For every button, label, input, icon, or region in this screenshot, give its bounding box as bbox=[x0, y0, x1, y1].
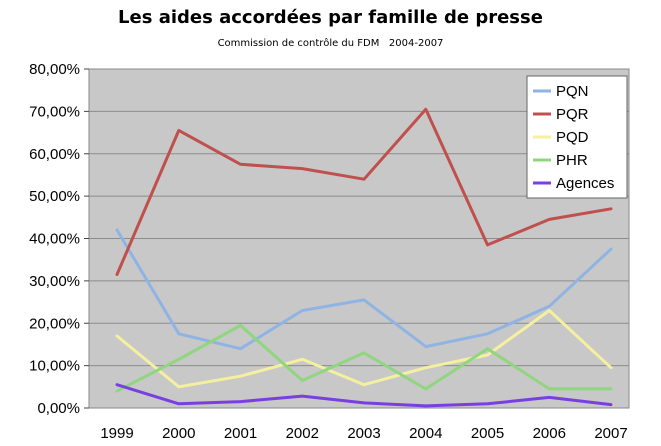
legend-label: PQN bbox=[556, 83, 589, 100]
x-tick-label: 2003 bbox=[347, 425, 380, 442]
y-tick-label: 70,00% bbox=[29, 103, 80, 120]
y-tick-label: 40,00% bbox=[29, 231, 80, 248]
legend: PQN PQR PQD PHR Agences bbox=[526, 75, 628, 199]
y-tick-label: 10,00% bbox=[29, 358, 80, 375]
chart-subtitle: Commission de contrôle du FDM 2004-2007 bbox=[217, 38, 444, 49]
x-tick-label: 2001 bbox=[224, 425, 257, 442]
x-axis: 1999 2000 2001 2002 2003 2004 2005 2006 2007 bbox=[100, 425, 627, 442]
legend-label: Agences bbox=[556, 175, 614, 192]
legend-label: PQD bbox=[556, 129, 589, 146]
chart-title: Les aides accordées par famille de press… bbox=[118, 7, 543, 28]
x-tick-label: 2002 bbox=[286, 425, 319, 442]
y-tick-label: 30,00% bbox=[29, 273, 80, 290]
y-tick-label: 20,00% bbox=[29, 315, 80, 332]
x-tick-label: 2006 bbox=[533, 425, 566, 442]
series-line-phr bbox=[115, 323, 613, 393]
y-tick-label: 50,00% bbox=[29, 188, 80, 205]
series-line-pqd bbox=[115, 309, 613, 389]
y-tick-label: 0,00% bbox=[37, 400, 80, 417]
legend-label: PHR bbox=[556, 152, 588, 169]
y-tick-label: 60,00% bbox=[29, 146, 80, 163]
x-tick-label: 2007 bbox=[594, 425, 627, 442]
y-tick-label: 80,00% bbox=[29, 61, 80, 78]
series-lines bbox=[115, 107, 613, 408]
series-line-pqn bbox=[115, 228, 613, 351]
y-axis: 0,00% 10,00% 20,00% 30,00% 40,00% 50,00% 60,00… bbox=[29, 61, 89, 417]
x-tick-label: 2004 bbox=[409, 425, 442, 442]
legend-label: PQR bbox=[556, 106, 589, 123]
x-tick-label: 2000 bbox=[162, 425, 195, 442]
x-tick-label: 1999 bbox=[100, 425, 133, 442]
series-line-agences bbox=[115, 383, 613, 408]
series-line-pqr bbox=[115, 107, 613, 276]
x-tick-label: 2005 bbox=[471, 425, 504, 442]
